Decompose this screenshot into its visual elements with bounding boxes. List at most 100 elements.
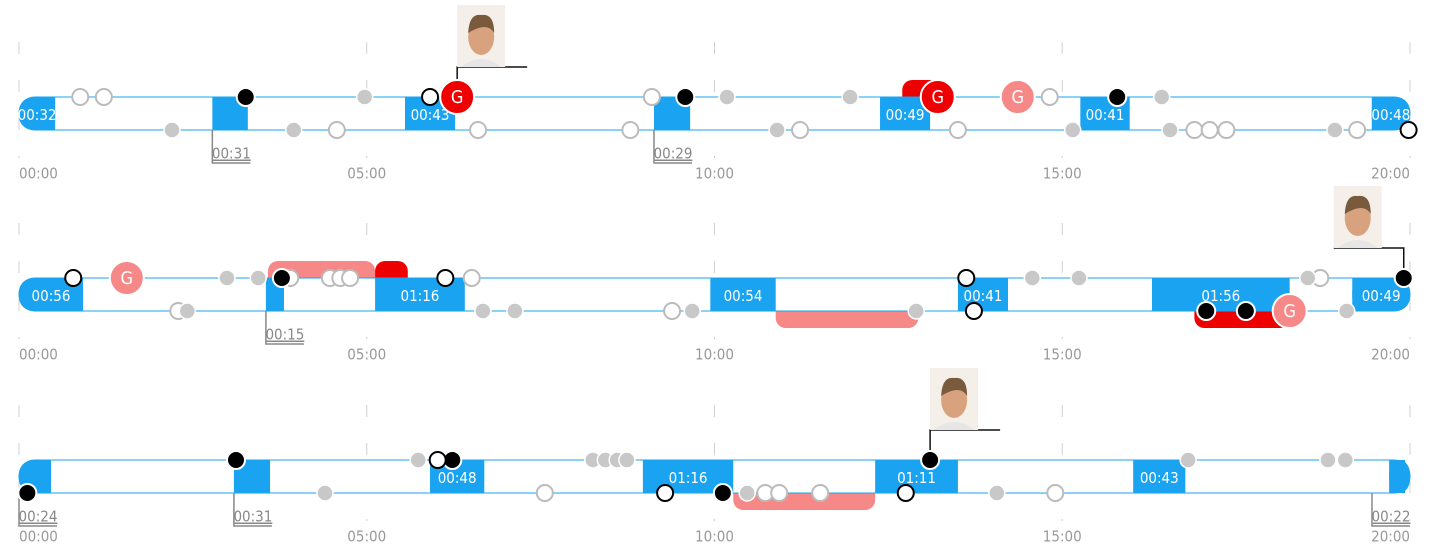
event-marker <box>642 88 661 106</box>
tick-label: 00:00 <box>19 528 58 546</box>
shift-label: 00:54 <box>724 287 763 305</box>
shift-box-corner <box>1371 97 1388 130</box>
goal-label: G <box>451 87 464 108</box>
tick-label: 00:00 <box>19 165 58 183</box>
event-marker <box>656 484 675 502</box>
tick-label: 05:00 <box>347 346 386 364</box>
event-marker <box>957 269 976 287</box>
event-marker <box>71 88 90 106</box>
event-marker <box>469 121 488 139</box>
event-marker <box>421 88 440 106</box>
event-marker <box>235 87 256 107</box>
event-marker <box>225 450 246 470</box>
event-marker <box>436 269 455 287</box>
event-marker <box>1336 451 1355 469</box>
event-marker <box>1196 301 1217 321</box>
event-marker <box>675 87 696 107</box>
shift-callout <box>18 493 57 527</box>
photo-connector <box>929 429 1001 460</box>
shift-label: 00:29 <box>654 145 693 163</box>
event-marker <box>1161 121 1179 139</box>
goal-label: G <box>1283 301 1296 322</box>
player-photo <box>1333 186 1382 248</box>
tick-label: 20:00 <box>1371 528 1410 546</box>
event-marker <box>683 302 701 320</box>
event-marker <box>1326 121 1344 139</box>
event-marker <box>1235 301 1256 321</box>
tick-label: 05:00 <box>347 165 386 183</box>
shift-callout <box>233 493 272 527</box>
photo-shirt <box>1337 240 1378 248</box>
shift-box-corner <box>1352 278 1369 311</box>
shift-label: 01:16 <box>669 469 708 487</box>
event-marker <box>1399 121 1418 139</box>
shift-label: 00:41 <box>964 287 1003 305</box>
shift-label: 00:15 <box>265 326 304 344</box>
goal-marker <box>919 79 956 115</box>
event-marker <box>738 484 756 502</box>
shift-label: 00:49 <box>1362 287 1401 305</box>
photo-hair <box>941 377 968 396</box>
photo-hair <box>1344 195 1371 214</box>
tick-label: 10:00 <box>695 528 734 546</box>
shift-box-corner <box>1389 460 1406 493</box>
event-marker <box>163 121 181 139</box>
shift-label: 00:43 <box>1140 469 1179 487</box>
event-marker <box>409 451 427 469</box>
player-photo <box>457 5 506 67</box>
event-marker <box>712 483 733 503</box>
photo-shirt <box>461 59 502 67</box>
shift-label: 00:56 <box>32 287 71 305</box>
event-marker <box>1152 88 1171 106</box>
shift-label: 01:11 <box>897 469 936 487</box>
photo-shirt <box>934 422 975 430</box>
event-marker <box>948 121 967 139</box>
shift-label: 00:41 <box>1086 106 1125 124</box>
shift-label: 00:48 <box>438 469 477 487</box>
event-marker <box>428 451 447 469</box>
shift-box <box>710 278 776 311</box>
event-marker <box>770 484 789 502</box>
event-marker <box>841 88 859 106</box>
shift-label: 00:31 <box>233 508 272 526</box>
shift-label: 00:22 <box>1372 508 1411 526</box>
player-photo <box>930 368 979 430</box>
event-marker <box>341 269 360 287</box>
event-marker <box>1319 451 1337 469</box>
event-marker <box>1046 484 1065 502</box>
event-marker <box>1299 269 1317 287</box>
tick-label: 10:00 <box>695 346 734 364</box>
goal-marker <box>999 79 1036 115</box>
tick-label: 15:00 <box>1043 528 1082 546</box>
tick-label: 20:00 <box>1371 165 1410 183</box>
shift-box <box>1151 278 1290 311</box>
goal-marker <box>108 260 145 296</box>
event-marker <box>768 121 786 139</box>
shift-label: 00:31 <box>212 145 251 163</box>
event-marker <box>506 302 524 320</box>
tick-label: 15:00 <box>1043 346 1082 364</box>
event-marker <box>1185 121 1204 139</box>
event-marker <box>1063 121 1082 139</box>
event-marker <box>271 268 292 288</box>
tick-label: 20:00 <box>1371 346 1410 364</box>
tick-label: 10:00 <box>695 165 734 183</box>
goal-label: G <box>121 268 134 289</box>
event-marker <box>920 450 941 470</box>
shift-box <box>1133 460 1186 493</box>
event-marker <box>64 269 83 287</box>
shift-callout <box>653 130 692 164</box>
event-marker <box>718 88 736 106</box>
shift-label: 00:48 <box>1371 106 1410 124</box>
event-marker <box>618 451 636 469</box>
shift-label: 00:49 <box>886 106 925 124</box>
event-marker <box>1040 88 1059 106</box>
goal-label: G <box>931 87 944 108</box>
event-marker <box>1179 451 1197 469</box>
shift-label: 00:43 <box>411 106 450 124</box>
shift-callout <box>211 130 251 164</box>
event-marker <box>1337 302 1356 320</box>
shift-box <box>875 460 958 493</box>
event-marker <box>663 302 682 320</box>
